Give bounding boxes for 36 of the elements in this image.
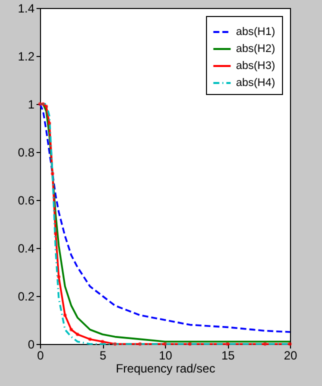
- point: [163, 342, 167, 346]
- point: [88, 337, 92, 341]
- y-tick-label: 0: [28, 338, 35, 352]
- y-tick-label: 1.4: [18, 2, 35, 16]
- point: [54, 232, 58, 236]
- point: [263, 342, 267, 346]
- point: [41, 102, 45, 106]
- point: [63, 313, 67, 317]
- point: [57, 275, 60, 279]
- y-tick-label: 1.2: [18, 50, 35, 64]
- y-tick-label: 0.6: [18, 194, 35, 208]
- legend-label: abs(H4): [236, 77, 276, 89]
- point: [288, 342, 292, 346]
- point: [50, 172, 54, 176]
- x-tick-label: 15: [221, 348, 235, 362]
- x-axis-title: Frequency rad/sec: [116, 362, 216, 376]
- point: [76, 332, 80, 336]
- x-tick-label: 10: [158, 348, 172, 362]
- point: [138, 342, 142, 346]
- point: [70, 328, 73, 332]
- legend-label: abs(H3): [236, 60, 276, 72]
- x-tick-label: 20: [284, 348, 298, 362]
- point: [226, 342, 230, 346]
- y-tick-label: 0.8: [18, 146, 35, 160]
- y-tick-label: 1: [28, 98, 35, 112]
- y-tick-label: 0.4: [18, 242, 35, 256]
- x-tick-label: 5: [100, 348, 107, 362]
- point: [188, 342, 192, 346]
- legend-label: abs(H2): [236, 43, 276, 55]
- point: [100, 340, 104, 344]
- point: [44, 104, 48, 108]
- x-tick-label: 0: [37, 348, 44, 362]
- y-tick-label: 0.2: [18, 290, 35, 304]
- point: [113, 342, 117, 346]
- legend-label: abs(H1): [236, 26, 276, 38]
- point: [48, 121, 52, 125]
